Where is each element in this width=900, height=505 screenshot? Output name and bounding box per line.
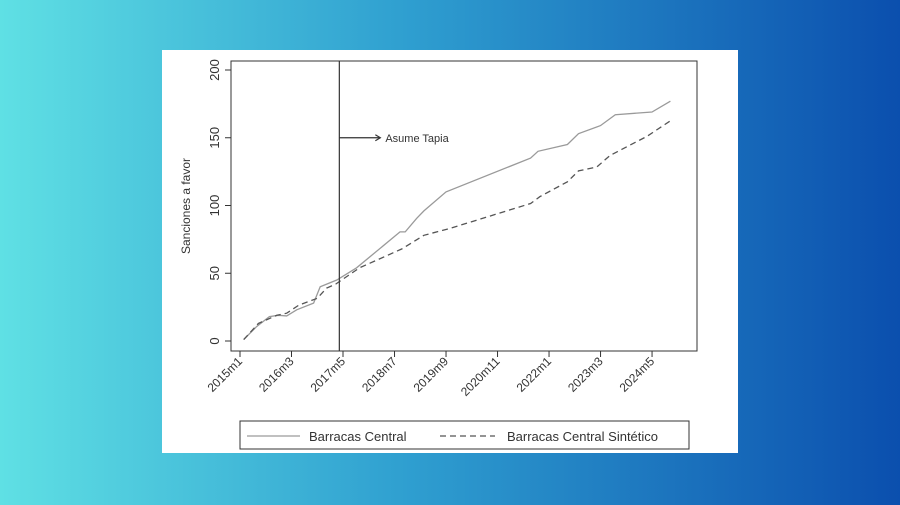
annotation-label: Asume Tapia — [385, 133, 449, 145]
chart-card — [162, 50, 738, 453]
x-tick-label: 2022m1 — [514, 354, 555, 395]
series-line-synthetic — [243, 120, 671, 341]
x-tick-label: 2017m5 — [308, 354, 349, 395]
legend-label-dashed: Barracas Central Sintético — [507, 429, 658, 444]
series-line-actual — [243, 100, 671, 341]
x-tick-label: 2024m5 — [617, 354, 658, 395]
y-tick-label: 100 — [207, 195, 222, 217]
arrowhead-icon — [375, 134, 382, 142]
x-tick-label: 2020m11 — [458, 354, 503, 399]
legend-label-solid: Barracas Central — [309, 429, 407, 444]
x-tick-label: 2015m1 — [205, 354, 246, 395]
legend: Barracas Central Barracas Central Sintét… — [239, 420, 690, 450]
y-tick-label: 50 — [207, 266, 222, 280]
y-tick-label: 0 — [207, 337, 222, 344]
y-axis-label: Sanciones a favor — [179, 158, 193, 254]
x-tick-label: 2023m3 — [565, 354, 606, 395]
y-tick-label: 200 — [207, 59, 222, 81]
x-tick-label: 2019m9 — [411, 354, 452, 395]
x-tick-label: 2018m7 — [359, 354, 400, 395]
x-tick-label: 2016m3 — [256, 354, 297, 395]
y-tick-label: 150 — [207, 127, 222, 149]
